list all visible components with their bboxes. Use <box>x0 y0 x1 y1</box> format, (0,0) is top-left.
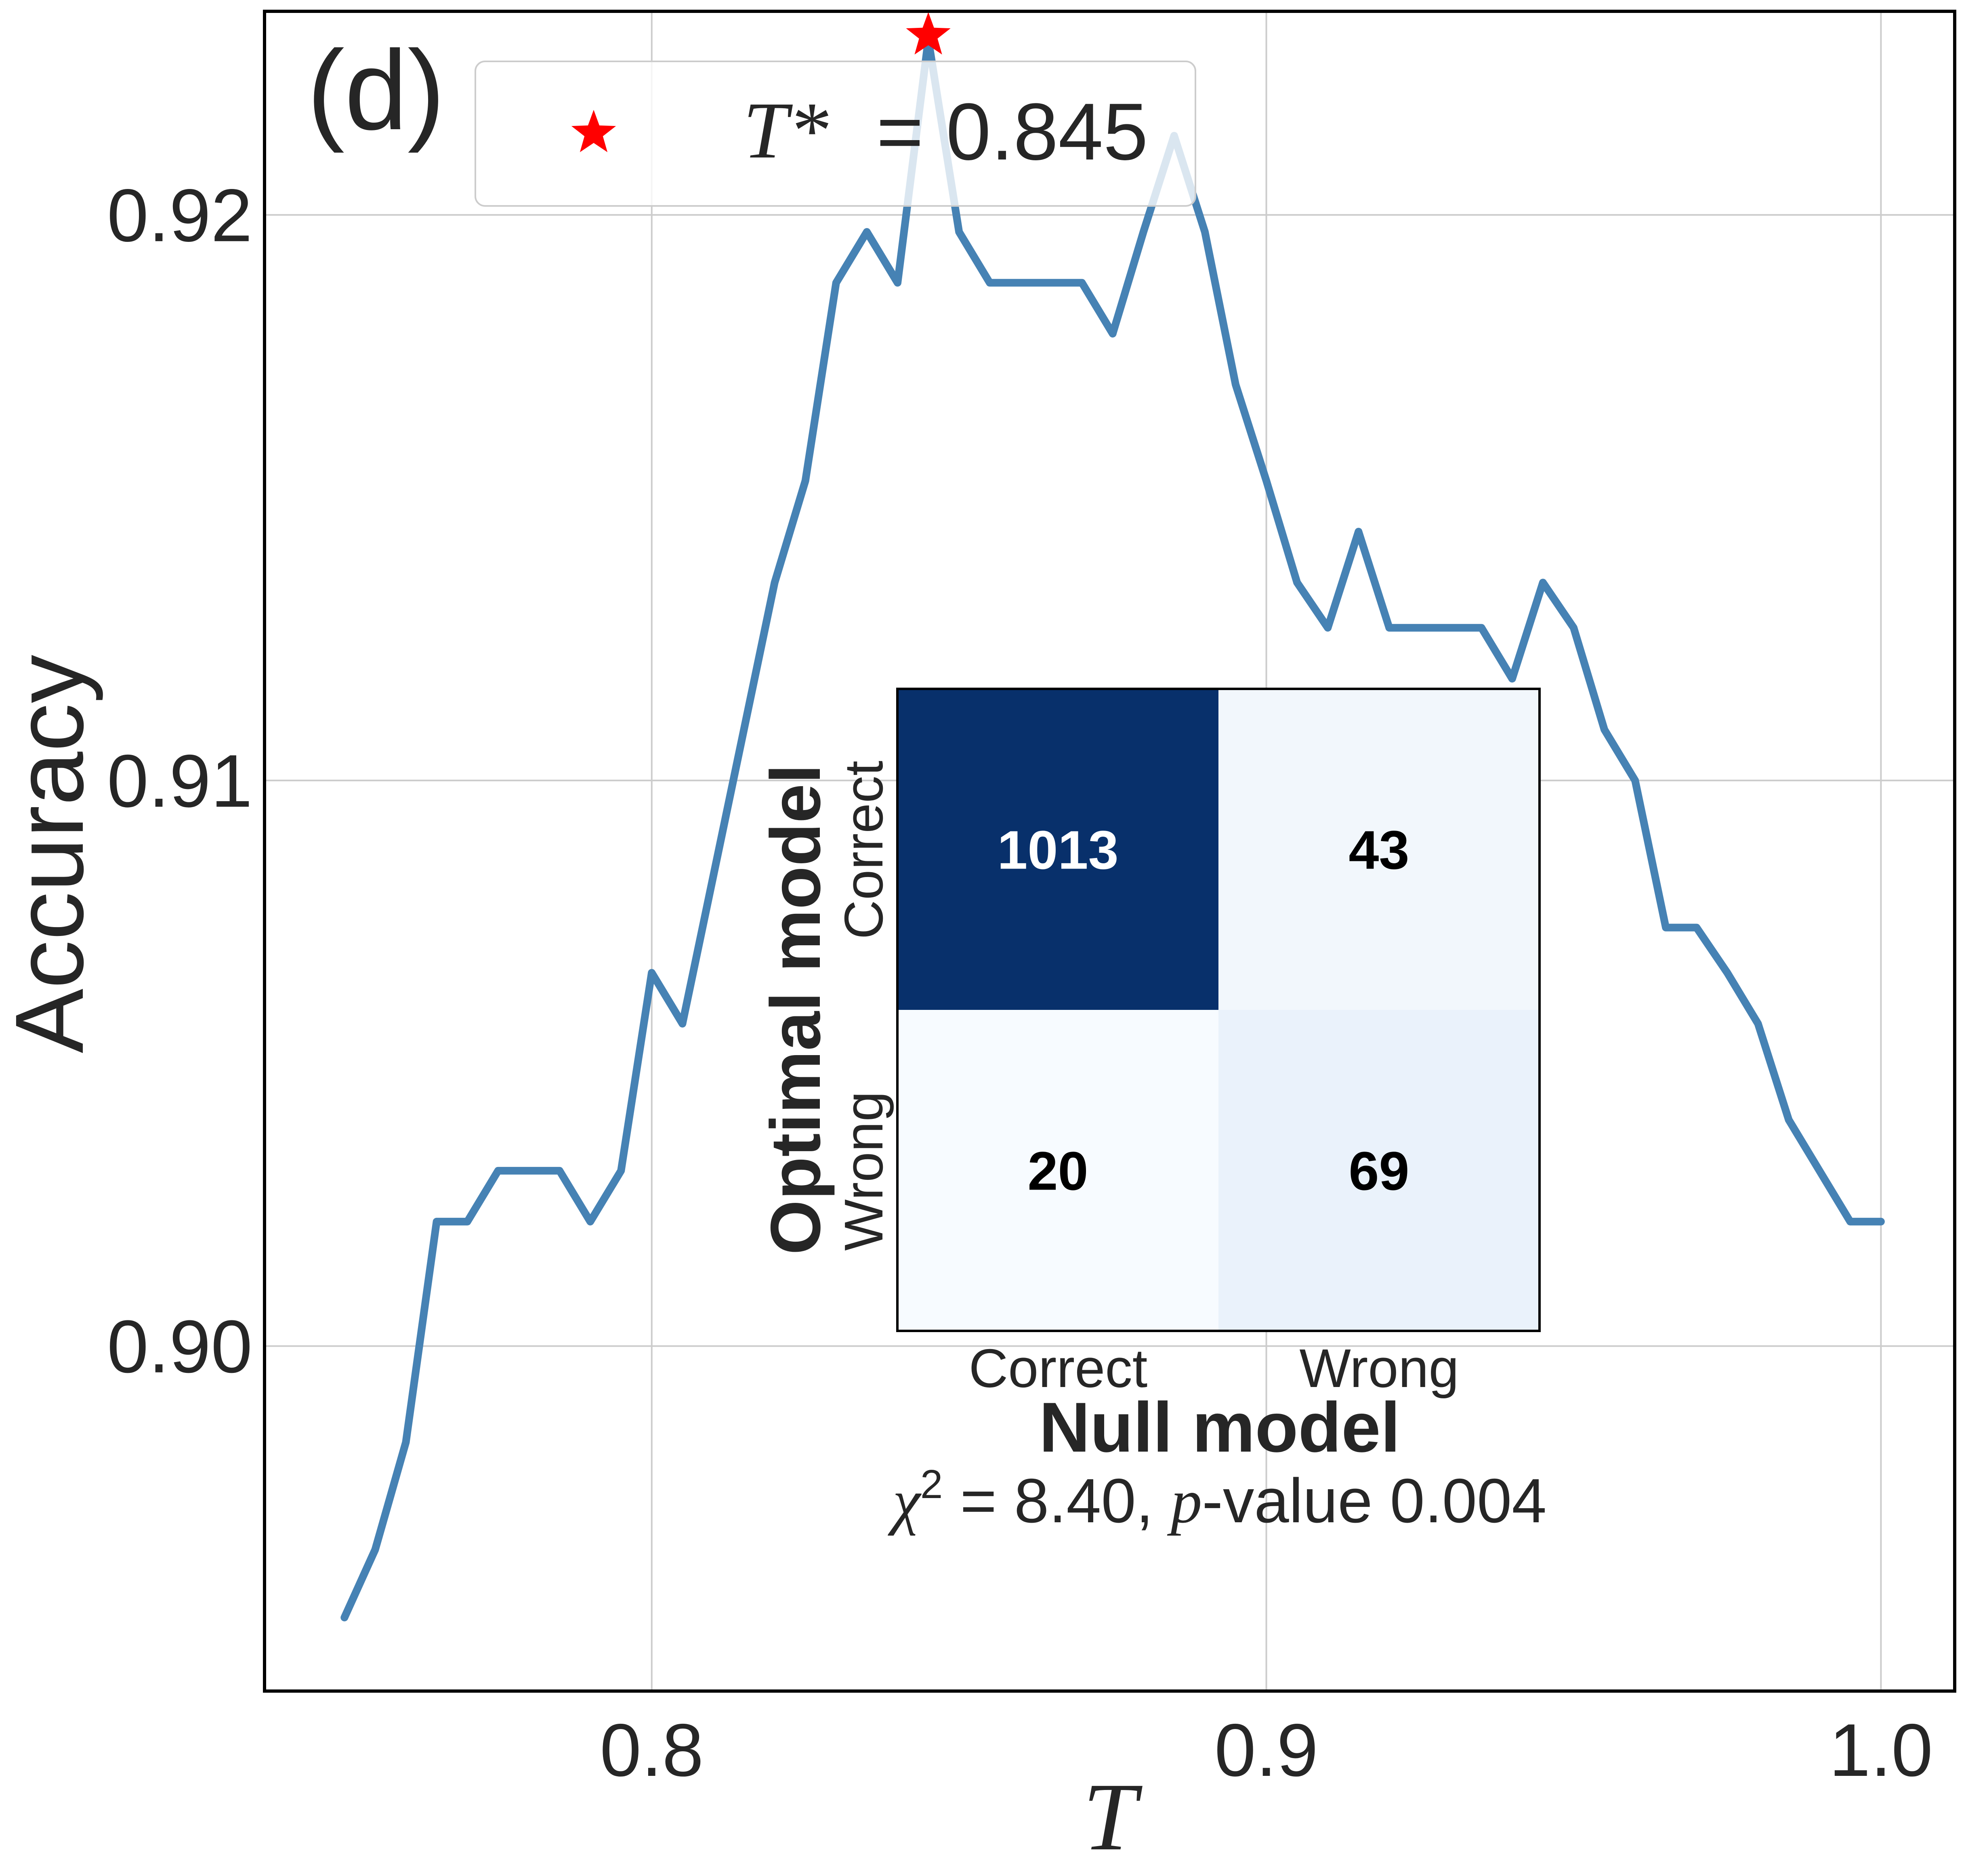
heatmap-cell-wrong-wrong <box>1218 1010 1540 1331</box>
data-point-50 <box>1877 1218 1885 1225</box>
data-point-8 <box>586 1218 594 1225</box>
y-tick-label-1: 0.91 <box>107 740 252 823</box>
legend: T* = 0.845 <box>475 61 1196 207</box>
heatmap-ytick-wrong: Wrong <box>833 1091 894 1251</box>
legend-star-icon <box>571 110 616 152</box>
data-point-26 <box>1140 228 1147 236</box>
plot-frame <box>263 10 1956 1693</box>
data-point-39 <box>1539 579 1547 586</box>
panel-label: (d) <box>307 27 445 154</box>
legend-value-label: = 0.845 <box>876 87 1148 177</box>
data-point-28 <box>1201 228 1209 236</box>
data-point-12 <box>709 873 717 881</box>
p-symbol: p <box>1167 1467 1202 1536</box>
y-tick-labels: 0.90 0.91 0.92 <box>107 174 252 1388</box>
data-point-4 <box>464 1218 471 1225</box>
chi-square-stats: χ2 = 8.40, p-value 0.004 <box>888 1462 1547 1536</box>
legend-box <box>475 61 1196 207</box>
x-axis-label: T <box>1083 1763 1143 1870</box>
data-point-47 <box>1785 1116 1793 1124</box>
data-point-30 <box>1262 477 1270 485</box>
data-point-38 <box>1508 675 1516 682</box>
data-point-1 <box>371 1546 379 1553</box>
data-point-7 <box>556 1167 563 1175</box>
x-tick-label-2: 1.0 <box>1829 1709 1933 1792</box>
heatmap-value-wrong-wrong: 69 <box>1348 1141 1409 1202</box>
data-point-42 <box>1631 776 1639 784</box>
heatmap-value-correct-wrong: 43 <box>1348 820 1409 881</box>
data-point-33 <box>1355 528 1362 535</box>
y-axis-label: Accuracy <box>0 655 103 1053</box>
optimal-threshold-star-marker <box>906 12 951 55</box>
y-tick-label-2: 0.92 <box>107 174 252 257</box>
data-point-36 <box>1447 624 1455 632</box>
data-point-6 <box>525 1167 533 1175</box>
data-point-3 <box>433 1218 441 1225</box>
data-point-41 <box>1601 726 1608 733</box>
data-point-29 <box>1232 381 1239 388</box>
data-point-40 <box>1570 624 1577 632</box>
heatmap-xtick-wrong: Wrong <box>1299 1338 1459 1399</box>
heatmap-ytick-correct: Correct <box>833 761 894 940</box>
data-point-32 <box>1324 624 1332 632</box>
data-point-45 <box>1723 969 1731 977</box>
legend-math-symbol: T* <box>743 86 828 175</box>
heatmap-cell-wrong-correct <box>897 1010 1218 1331</box>
data-point-24 <box>1078 279 1086 287</box>
data-point-35 <box>1416 624 1424 632</box>
data-point-10 <box>648 969 655 977</box>
data-point-16 <box>832 279 840 287</box>
data-point-13 <box>740 726 748 733</box>
data-point-49 <box>1846 1218 1854 1225</box>
data-point-0 <box>340 1614 348 1621</box>
data-point-31 <box>1293 579 1301 586</box>
heatmap-frame <box>896 688 1541 1332</box>
data-point-43 <box>1662 924 1670 932</box>
confusion-matrix-inset: 1013 43 20 69 Correct Wrong Correct Wron… <box>756 688 1547 1536</box>
data-point-22 <box>1017 279 1024 287</box>
x-tick-labels: 0.8 0.9 1.0 <box>600 1709 1933 1792</box>
x-tick-label-0: 0.8 <box>600 1709 704 1792</box>
data-point-48 <box>1816 1167 1823 1175</box>
x-tick-label-1: 0.9 <box>1214 1709 1318 1792</box>
chi-superscript: 2 <box>920 1462 943 1507</box>
data-point-17 <box>863 228 871 236</box>
chi-square-value: 8.40 <box>1014 1466 1136 1536</box>
heatmap-cell-correct-wrong <box>1218 689 1540 1010</box>
data-point-37 <box>1478 624 1485 632</box>
data-point-34 <box>1385 624 1393 632</box>
data-point-5 <box>494 1167 502 1175</box>
data-point-15 <box>802 477 809 485</box>
chi-symbol: χ <box>888 1467 922 1536</box>
data-point-9 <box>617 1167 625 1175</box>
data-point-25 <box>1109 330 1117 338</box>
data-point-11 <box>678 1020 686 1028</box>
heatmap-xlabel: Null model <box>1039 1388 1400 1467</box>
data-point-14 <box>771 579 779 586</box>
y-tick-label-0: 0.90 <box>107 1305 252 1389</box>
data-point-21 <box>986 279 994 287</box>
p-value: 0.004 <box>1390 1466 1547 1536</box>
data-point-23 <box>1047 279 1055 287</box>
heatmap-value-correct-correct: 1013 <box>997 820 1118 881</box>
data-point-20 <box>955 228 963 236</box>
heatmap-cell-correct-correct <box>897 689 1218 1010</box>
heatmap-ylabel: Optimal model <box>756 764 835 1255</box>
legend-math-label: T* <box>743 86 828 175</box>
heatmap-value-wrong-correct: 20 <box>1027 1141 1088 1202</box>
data-point-2 <box>402 1438 410 1446</box>
heatmap-xtick-correct: Correct <box>969 1338 1148 1399</box>
data-point-18 <box>894 279 901 287</box>
data-point-44 <box>1693 924 1700 932</box>
data-point-46 <box>1754 1020 1762 1028</box>
